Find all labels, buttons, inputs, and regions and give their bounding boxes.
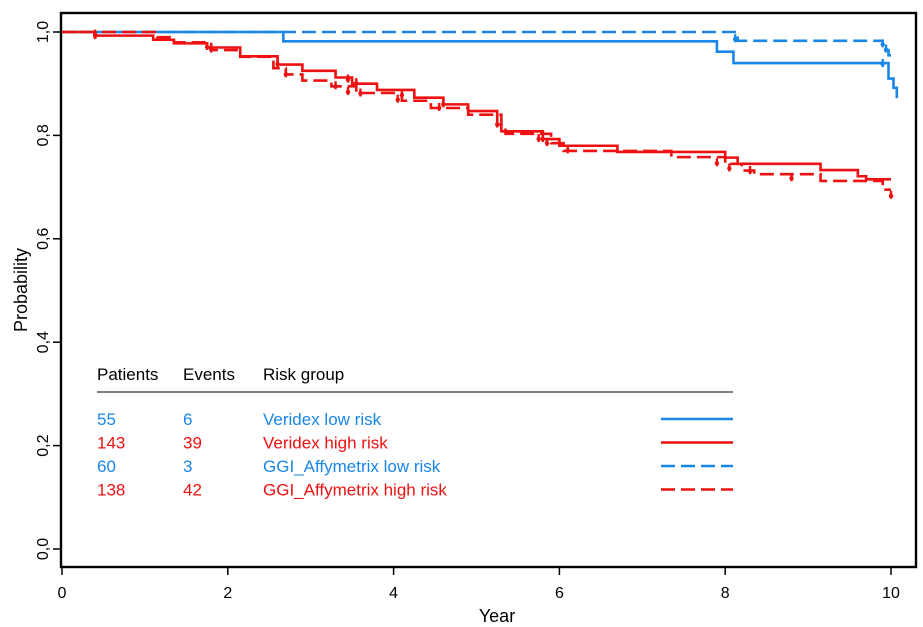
censor-dot	[880, 61, 885, 67]
y-tick-label: 0,6	[35, 228, 52, 250]
legend-cell: 6	[183, 410, 192, 429]
x-tick-label: 6	[555, 585, 564, 602]
legend-cell: 143	[97, 434, 125, 453]
x-tick-label: 8	[721, 585, 730, 602]
plot-frame	[59, 11, 918, 569]
legend-cell: 42	[183, 481, 202, 500]
y-tick-label: 0,4	[35, 331, 52, 353]
legend-cell: 3	[183, 457, 192, 476]
censor-dot	[345, 89, 351, 95]
censor-dot	[204, 44, 210, 50]
censor-dot	[436, 105, 442, 111]
censor-dot	[536, 136, 541, 142]
legend-cell: GGI_Affymetrix low risk	[263, 457, 441, 476]
censor-dot	[544, 140, 550, 146]
censor-dot	[747, 168, 753, 174]
censor-dot	[395, 97, 400, 102]
survival-curves	[62, 30, 899, 191]
censor-dot	[345, 77, 351, 82]
legend-header: Patients	[97, 365, 158, 384]
legend-header: Risk group	[263, 365, 344, 384]
survival-curve-ggi-affymetrix-low-risk	[62, 30, 891, 57]
x-tick-label: 2	[223, 585, 232, 602]
censor-dot	[283, 72, 289, 77]
x-axis-title: Year	[479, 606, 515, 626]
x-tick-label: 4	[389, 585, 398, 602]
legend-cell: Veridex low risk	[263, 410, 382, 429]
y-tick-label: 0,0	[35, 538, 52, 560]
censor-marks	[92, 29, 894, 199]
x-axis-ticks: 0 2 4 6 8 10	[58, 567, 900, 602]
censor-dot	[441, 102, 446, 107]
censor-dot	[209, 47, 214, 52]
legend-cell: Veridex high risk	[263, 434, 388, 453]
legend-header: Events	[183, 365, 235, 384]
legend-cell: 39	[183, 434, 202, 453]
legend: Patients Events Risk group 55 6 Veridex low r…	[97, 365, 733, 500]
legend-cell: 60	[97, 457, 116, 476]
censor-dot	[275, 61, 280, 67]
censor-dot	[399, 92, 405, 98]
survival-curve-ggi-affymetrix-high-risk	[62, 30, 891, 191]
y-tick-label: 1,0	[35, 21, 52, 43]
y-tick-label: 0,2	[35, 434, 52, 456]
x-tick-label: 0	[58, 585, 67, 602]
survival-curve-veridex-low-risk	[62, 30, 899, 99]
legend-cell: 138	[97, 481, 125, 500]
x-tick-label: 10	[882, 585, 900, 602]
censor-dot	[540, 136, 546, 142]
y-tick-label: 0,8	[35, 124, 52, 146]
survival-curve-veridex-high-risk	[62, 30, 891, 181]
censor-dot	[714, 161, 720, 166]
legend-cell: GGI_Affymetrix high risk	[263, 481, 447, 500]
censor-dot	[789, 176, 794, 181]
censor-dot	[354, 80, 359, 86]
censor-dot	[880, 42, 885, 47]
y-axis-ticks: 0,0 0,2 0,4 0,6 0,8 1,0	[35, 21, 61, 560]
censor-dot	[333, 84, 338, 89]
censor-dot	[565, 148, 570, 153]
censor-dot	[92, 33, 98, 39]
censor-dot	[727, 166, 732, 171]
censor-dot	[358, 91, 363, 96]
legend-cell: 55	[97, 410, 116, 429]
censor-dot	[495, 122, 500, 127]
censor-dot	[888, 193, 894, 199]
y-axis-title: Probability	[11, 248, 31, 332]
censor-dot	[883, 47, 889, 52]
censor-dot	[732, 37, 738, 42]
